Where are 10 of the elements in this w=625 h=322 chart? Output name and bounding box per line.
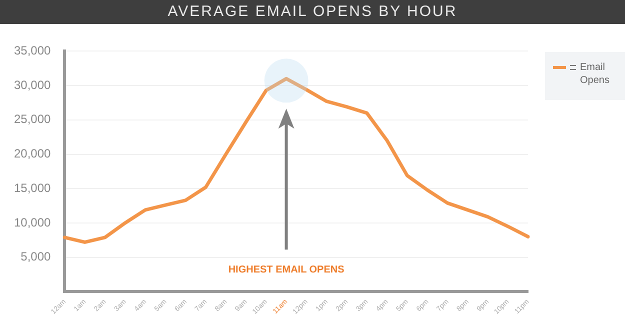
y-tick-label: 15,000 [14, 180, 52, 195]
chart-title: AVERAGE EMAIL OPENS BY HOUR [0, 0, 625, 24]
y-tick-label: 5,000 [20, 250, 52, 264]
text: Email Opens [580, 61, 610, 87]
y-tick-label: 25,000 [14, 112, 52, 126]
annotation: HIGHEST EMAIL OPENS [228, 264, 345, 276]
y-tick-label: 35,000 [14, 44, 52, 58]
y-tick-label: 30,000 [14, 78, 52, 92]
y-tick-label: 20,000 [14, 146, 52, 161]
y-tick-label: 10,000 [14, 215, 52, 230]
